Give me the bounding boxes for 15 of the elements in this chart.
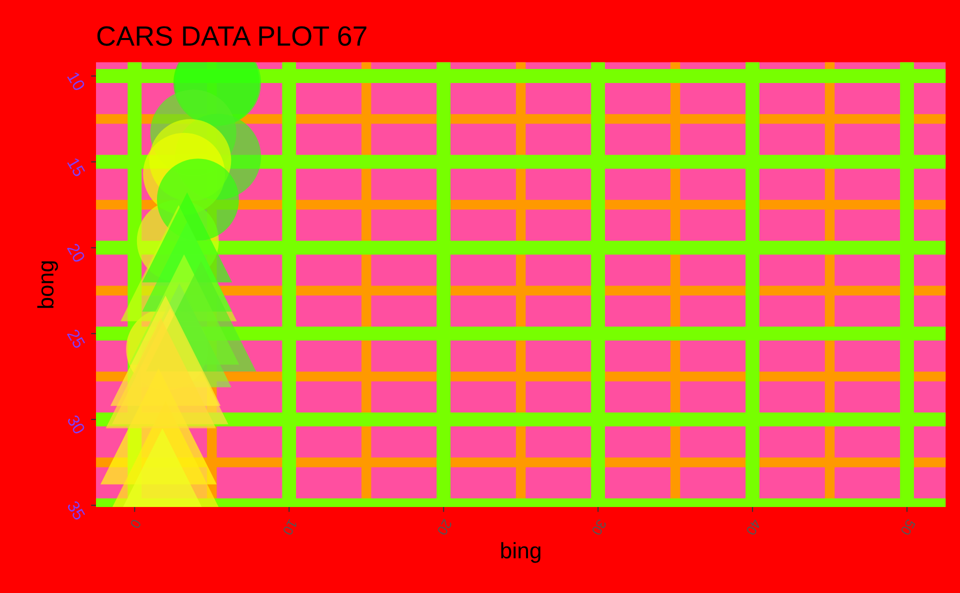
- x-tick-label: 50: [900, 518, 916, 536]
- y-tick-label: 25: [66, 328, 86, 350]
- x-tick-label: 0: [130, 518, 142, 530]
- chart-title: CARS DATA PLOT 67: [97, 26, 366, 46]
- y-tick-label: 30: [66, 414, 86, 436]
- y-tick-label: 15: [67, 157, 86, 178]
- x-tick-label: 30: [591, 518, 607, 536]
- y-tick-label: 10: [67, 71, 86, 92]
- y-tick-label: 35: [66, 500, 86, 521]
- x-tick-label: 40: [746, 518, 762, 536]
- x-axis-title: bing: [501, 542, 540, 563]
- y-axis-title: bong: [37, 261, 58, 308]
- x-tick-label: 10: [282, 519, 298, 536]
- y-tick-label: 20: [66, 242, 86, 264]
- x-tick-label: 20: [436, 518, 452, 536]
